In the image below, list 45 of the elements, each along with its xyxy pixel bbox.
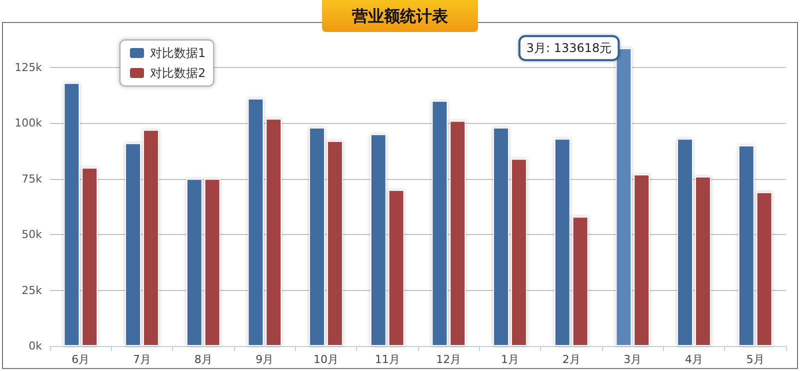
x-tick-label: 6月 (72, 353, 90, 366)
bar (634, 174, 650, 346)
y-tick-label: 25k (22, 284, 43, 297)
bar (248, 98, 264, 346)
bar (510, 158, 527, 346)
bar (694, 176, 711, 346)
bar (125, 143, 142, 346)
bar (554, 138, 570, 346)
bar (738, 145, 754, 346)
bar (326, 140, 343, 346)
y-tick-label: 100k (14, 116, 43, 130)
bar (204, 178, 220, 346)
x-tick-label: 4月 (685, 353, 703, 366)
bar (432, 100, 448, 346)
y-tick-label: 50k (22, 228, 43, 242)
x-tick-label: 8月 (194, 353, 212, 366)
bar (370, 134, 386, 346)
x-tick-label: 1月 (501, 353, 519, 366)
x-tick-label: 2月 (562, 353, 580, 366)
bar (756, 192, 772, 346)
x-tick-label: 9月 (256, 353, 274, 366)
x-tick-label: 12月 (436, 353, 462, 366)
x-tick-label: 7月 (133, 353, 151, 366)
bar (82, 168, 98, 346)
y-tick-label: 0k (28, 340, 43, 352)
annotation: 3月: 133618元 (526, 41, 612, 56)
bar (266, 118, 282, 346)
legend-label: 对比数据1 (150, 46, 206, 60)
bar (572, 216, 588, 346)
bar (388, 190, 404, 346)
x-tick-label: 11月 (374, 353, 400, 366)
x-tick-label: 5月 (746, 353, 764, 366)
chart-title: 营业额统计表 (351, 6, 449, 26)
bar (493, 127, 510, 346)
x-tick-label: 3月 (624, 353, 642, 366)
legend-label: 对比数据2 (150, 66, 206, 80)
bar (450, 120, 466, 346)
bar (142, 130, 159, 346)
y-tick-label: 75k (22, 172, 43, 186)
bar (309, 127, 326, 346)
bar (186, 178, 202, 346)
bar (64, 82, 80, 346)
x-tick-label: 10月 (314, 353, 338, 366)
y-tick-label: 125k (14, 60, 43, 74)
bar (677, 138, 694, 346)
